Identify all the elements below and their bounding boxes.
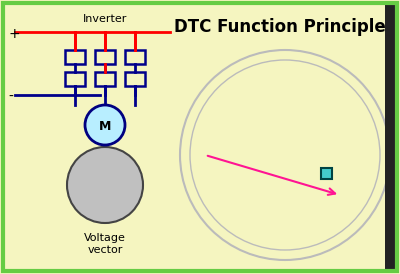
Text: -: - — [8, 90, 13, 104]
Text: M: M — [99, 119, 111, 133]
Bar — [125, 50, 145, 64]
Text: DTC Function Principle: DTC Function Principle — [174, 18, 386, 36]
Text: +: + — [8, 27, 20, 41]
Bar — [385, 3, 397, 271]
Bar — [65, 50, 85, 64]
Circle shape — [85, 105, 125, 145]
Bar — [95, 50, 115, 64]
Bar — [320, 167, 332, 178]
Text: Voltage
vector: Voltage vector — [84, 233, 126, 255]
Bar — [125, 72, 145, 86]
Bar — [65, 72, 85, 86]
Bar — [95, 72, 115, 86]
Text: Inverter: Inverter — [83, 14, 127, 24]
Circle shape — [67, 147, 143, 223]
